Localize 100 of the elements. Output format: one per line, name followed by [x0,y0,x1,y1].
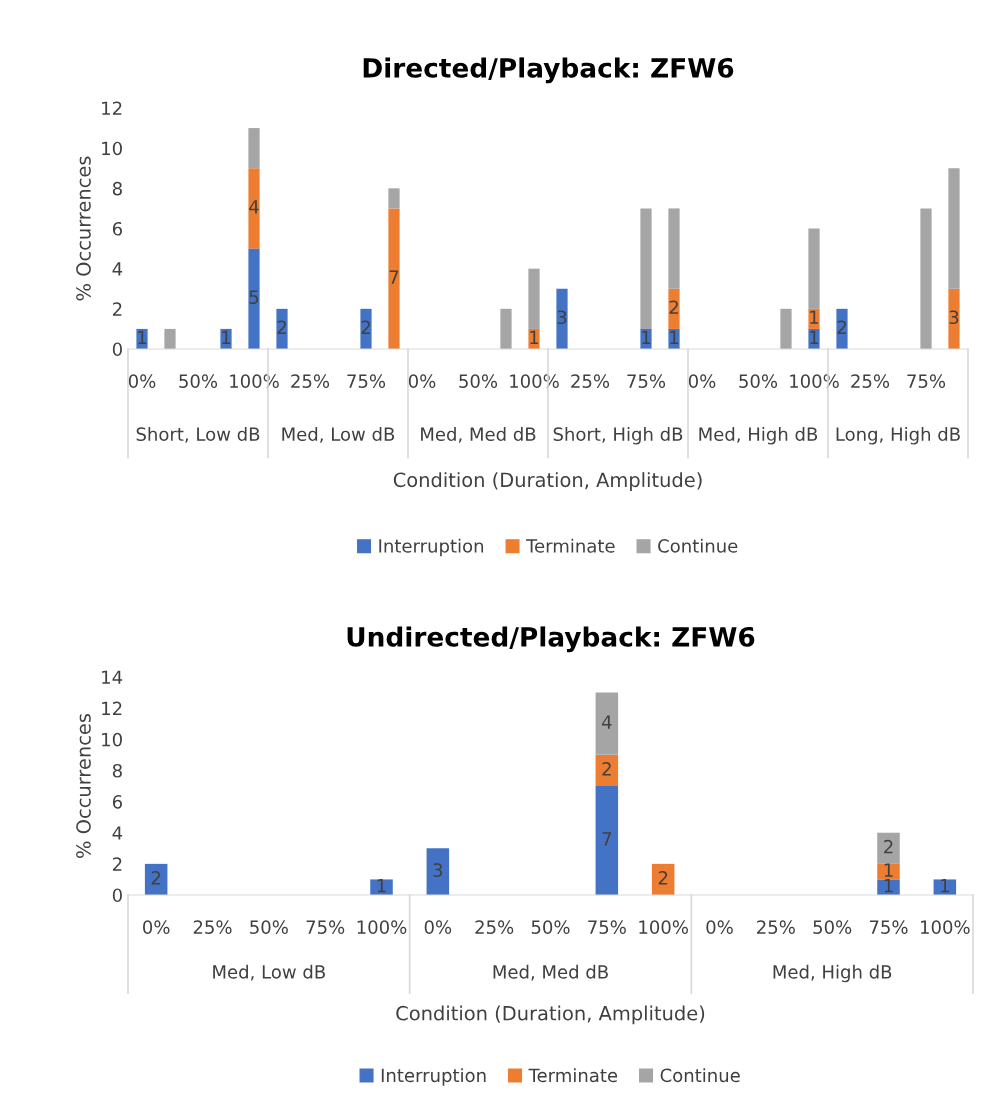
text: Med, High dB [699,427,818,445]
x-tick-label: 25% [475,920,514,934]
chart-title: Undirected/Playback: ZFW6 [347,626,755,653]
data-label: 2 [602,762,611,776]
legend-label: Terminate [528,1068,618,1083]
y-tick-label: 4 [112,262,123,276]
y-tick-label: 6 [112,795,122,809]
x-tick-label: 50% [250,920,288,934]
y-tick-label: 0 [112,888,122,903]
data-label: 7 [602,832,612,846]
data-label: 2 [151,871,161,885]
text: Med, High dB [773,964,892,983]
data-label: 2 [669,300,678,314]
data-label: 2 [884,839,893,854]
bar [360,308,372,349]
x-tick-label: 25% [757,920,795,934]
x-tick-label: 0% [143,920,170,934]
y-tick-label: 8 [112,181,122,196]
bar [164,328,176,349]
bar [920,208,932,349]
y-axis-title: % Occurrences [76,713,91,858]
bar [640,208,652,329]
y-tick-label: 10 [102,732,122,747]
x-tick-label: 50% [531,920,570,934]
bar [668,208,680,289]
y-tick-label: 4 [112,826,123,840]
data-label: 1 [138,330,147,344]
y-tick-label: 6 [112,221,122,236]
x-tick-label: 75% [907,374,946,388]
text: Med, Low dB [213,964,325,981]
x-tick-label: 75% [588,920,626,934]
text: Med, Low dB [282,427,395,443]
data-label: 1 [884,879,893,893]
data-label: 5 [249,290,259,305]
x-tick-label: 75% [869,920,908,934]
data-label: 3 [557,310,567,325]
y-tick-label: 2 [112,857,122,871]
legend-label: Continue [658,538,738,553]
data-label: 3 [433,863,443,877]
legend-label: Terminate [526,538,615,553]
x-tick-label: 100% [357,920,407,934]
text: Short, High dB [553,427,683,445]
x-tick-label: 75% [306,920,345,934]
legend-label: Interruption [381,1068,486,1086]
bar [948,288,960,349]
x-tick-label: 50% [179,374,218,388]
bar [248,168,260,249]
y-tick-label: 12 [102,701,122,715]
x-tick-label: 25% [571,374,610,388]
bar [248,248,260,349]
bar [595,786,619,895]
x-tick-label: 100% [639,920,688,934]
y-tick-label: 8 [112,763,122,778]
bar [426,848,450,895]
data-label: 1 [670,330,679,344]
x-tick-label: 0% [408,374,436,388]
x-tick-label: 0% [688,374,716,388]
x-tick-label: 50% [813,920,852,934]
bar [388,188,400,209]
x-tick-label: 25% [851,374,890,388]
data-label: 1 [884,863,893,877]
bar [595,692,619,755]
x-tick-label: 100% [230,374,279,388]
x-tick-label: 50% [459,374,498,388]
data-label: 4 [601,715,612,729]
bar [836,308,848,349]
bar [668,288,680,329]
legend-label: Interruption [379,538,484,557]
data-label: 7 [389,270,399,284]
y-tick-label: 0 [112,342,122,357]
bar [780,308,792,349]
y-tick-label: 12 [102,101,122,115]
bar [388,208,400,349]
x-tick-label: 0% [128,374,156,388]
data-label: 1 [941,879,949,893]
bar [556,288,568,349]
y-tick-label: 10 [102,141,122,156]
text: Long, High dB [836,427,960,445]
x-axis-title: Condition (Duration, Amplitude) [393,472,702,491]
data-label: 1 [377,879,386,893]
text: Med, Med dB [421,427,536,443]
data-label: 2 [361,320,370,334]
data-label: 1 [642,330,651,344]
x-tick-label: 25% [193,920,232,934]
x-tick-label: 100% [921,920,970,934]
bar [276,308,288,349]
bar [948,168,960,289]
data-label: 1 [810,330,819,344]
bar [248,128,260,169]
data-label: 2 [277,320,286,334]
x-tick-label: 100% [510,374,559,388]
legend-label: Continue [660,1068,740,1083]
y-tick-label: 14 [102,670,123,684]
data-label: 1 [222,330,231,344]
x-tick-label: 75% [627,374,666,388]
data-label: 4 [249,200,259,214]
x-tick-label: 75% [347,374,386,388]
x-tick-label: 0% [424,920,452,934]
data-label: 1 [810,310,819,324]
data-label: 2 [658,871,668,885]
